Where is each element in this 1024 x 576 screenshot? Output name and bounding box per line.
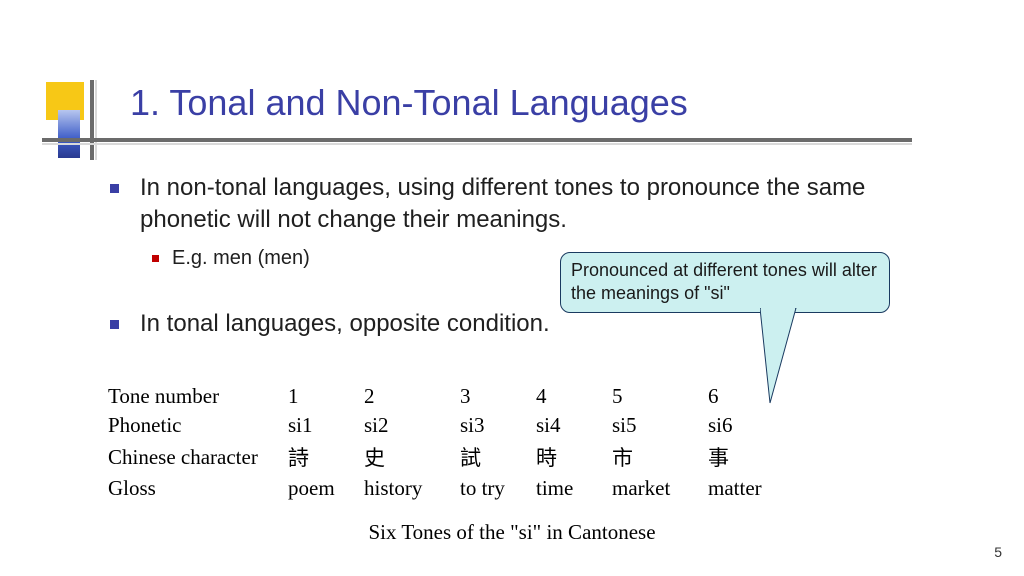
cell: time: [528, 474, 604, 503]
page-number: 5: [994, 544, 1002, 560]
row-header-phonetic: Phonetic: [100, 411, 280, 440]
cell: 6: [700, 382, 796, 411]
slide: 1. Tonal and Non-Tonal Languages In non-…: [0, 0, 1024, 576]
cell: 3: [452, 382, 528, 411]
cell: 時: [528, 440, 604, 474]
row-header-character: Chinese character: [100, 440, 280, 474]
cell: poem: [280, 474, 356, 503]
cell: 5: [604, 382, 700, 411]
cell: 詩: [280, 440, 356, 474]
cell: 4: [528, 382, 604, 411]
cell: si6: [700, 411, 796, 440]
deco-horizontal-rule: [42, 138, 912, 142]
cell: matter: [700, 474, 796, 503]
row-header-tone-number: Tone number: [100, 382, 280, 411]
table-caption: Six Tones of the "si" in Cantonese: [0, 520, 1024, 545]
cell: 試: [452, 440, 528, 474]
cell: si5: [604, 411, 700, 440]
bullet-nontonal: In non-tonal languages, using different …: [110, 172, 930, 237]
cell: 1: [280, 382, 356, 411]
deco-vertical-rule-light: [95, 80, 97, 160]
table-row: Tone number 1 2 3 4 5 6: [100, 382, 796, 411]
deco-vertical-rule: [90, 80, 94, 160]
cell: 事: [700, 440, 796, 474]
deco-horizontal-rule-light: [42, 143, 912, 145]
deco-square-blue: [58, 110, 80, 158]
cell: to try: [452, 474, 528, 503]
cell: market: [604, 474, 700, 503]
callout-box: Pronounced at different tones will alter…: [560, 252, 890, 313]
cell: si2: [356, 411, 452, 440]
cell: history: [356, 474, 452, 503]
cell: 史: [356, 440, 452, 474]
table-row: Phonetic si1 si2 si3 si4 si5 si6: [100, 411, 796, 440]
cell: 市: [604, 440, 700, 474]
cell: 2: [356, 382, 452, 411]
cell: si1: [280, 411, 356, 440]
table-row: Chinese character 詩 史 試 時 市 事: [100, 440, 796, 474]
row-header-gloss: Gloss: [100, 474, 280, 503]
cell: si3: [452, 411, 528, 440]
callout-text: Pronounced at different tones will alter…: [571, 260, 877, 303]
slide-title: 1. Tonal and Non-Tonal Languages: [130, 82, 688, 124]
table-row: Gloss poem history to try time market ma…: [100, 474, 796, 503]
tone-table: Tone number 1 2 3 4 5 6 Phonetic si1 si2…: [100, 382, 796, 503]
cell: si4: [528, 411, 604, 440]
